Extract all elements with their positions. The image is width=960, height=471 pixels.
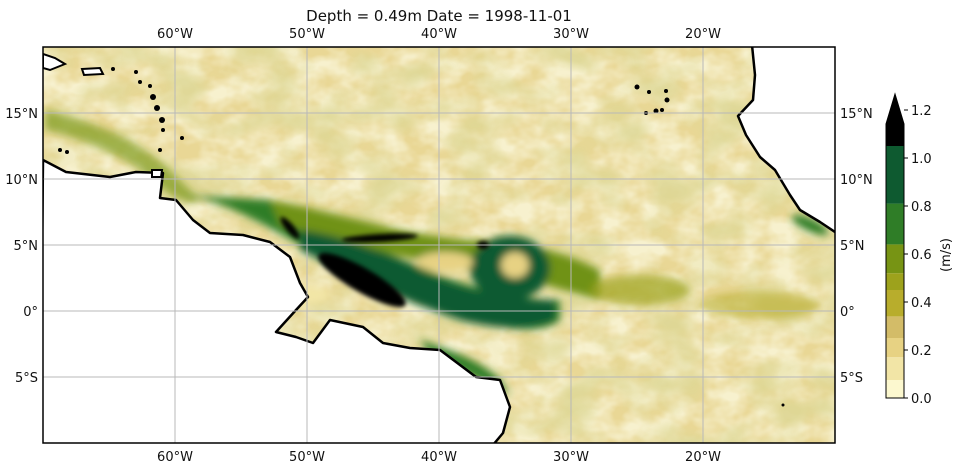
speed-field [43, 47, 835, 443]
lon-label-top: 60°W [157, 27, 193, 42]
colorbar-label: (m/s) [939, 238, 954, 272]
colorbar-band [886, 380, 904, 398]
colorbar: 0.0 0.2 0.4 0.6 0.8 1.0 1.2 [885, 92, 932, 407]
trinidad-land [151, 169, 164, 178]
colorbar-outline [885, 92, 905, 399]
colorbar-band [886, 146, 904, 204]
colorbar-band [886, 357, 904, 380]
lat-label-right: 5°N [840, 239, 865, 254]
lat-label-right: 5°S [840, 371, 863, 386]
colorbar-tick-label: 1.2 [911, 104, 932, 119]
colorbar-band [886, 203, 904, 245]
colorbar-band [886, 316, 904, 338]
colorbar-tick-label: 0.2 [911, 344, 932, 359]
lat-label-left: 5°N [14, 239, 39, 254]
africa-land [736, 47, 835, 234]
lon-label-bottom: 50°W [289, 450, 325, 465]
hispaniola-land [43, 52, 68, 72]
lon-label-top: 20°W [685, 27, 721, 42]
colorbar-tick-label: 0.8 [911, 200, 932, 215]
lon-label-bottom: 40°W [421, 450, 457, 465]
south-america-land [43, 158, 512, 443]
colorbar-band [886, 273, 904, 290]
lon-label-top: 40°W [421, 27, 457, 42]
lat-label-right: 10°N [840, 173, 873, 188]
colorbar-band [886, 290, 904, 317]
lon-label-bottom: 30°W [553, 450, 589, 465]
lat-label-right: 0° [840, 305, 855, 320]
colorbar-tick-label: 1.0 [911, 152, 932, 167]
plot-title: Depth = 0.49m Date = 1998-11-01 [306, 7, 572, 25]
lat-label-right: 15°N [840, 107, 873, 122]
gridlines [43, 47, 835, 443]
lon-label-bottom: 20°W [685, 450, 721, 465]
lat-label-left: 5°S [15, 371, 38, 386]
islands [58, 67, 785, 407]
colorbar-band-extend [886, 94, 904, 146]
colorbar-band [886, 338, 904, 358]
tick-labels: 60°W 60°W 50°W 50°W 40°W 40°W 30°W 30°W 20°W 20°W… [5, 27, 873, 465]
colorbar-tick-label: 0.0 [911, 392, 932, 407]
colorbar-tick-label: 0.4 [911, 296, 932, 311]
lon-label-bottom: 60°W [157, 450, 193, 465]
map-frame [42, 46, 836, 444]
lat-label-left: 10°N [5, 173, 38, 188]
colorbar-band [886, 244, 904, 274]
lat-label-left: 15°N [5, 107, 38, 122]
lon-label-top: 50°W [289, 27, 325, 42]
lon-label-top: 30°W [553, 27, 589, 42]
puerto-rico-land [80, 66, 105, 77]
lat-label-left: 0° [23, 305, 38, 320]
colorbar-tick-label: 0.6 [911, 248, 932, 263]
